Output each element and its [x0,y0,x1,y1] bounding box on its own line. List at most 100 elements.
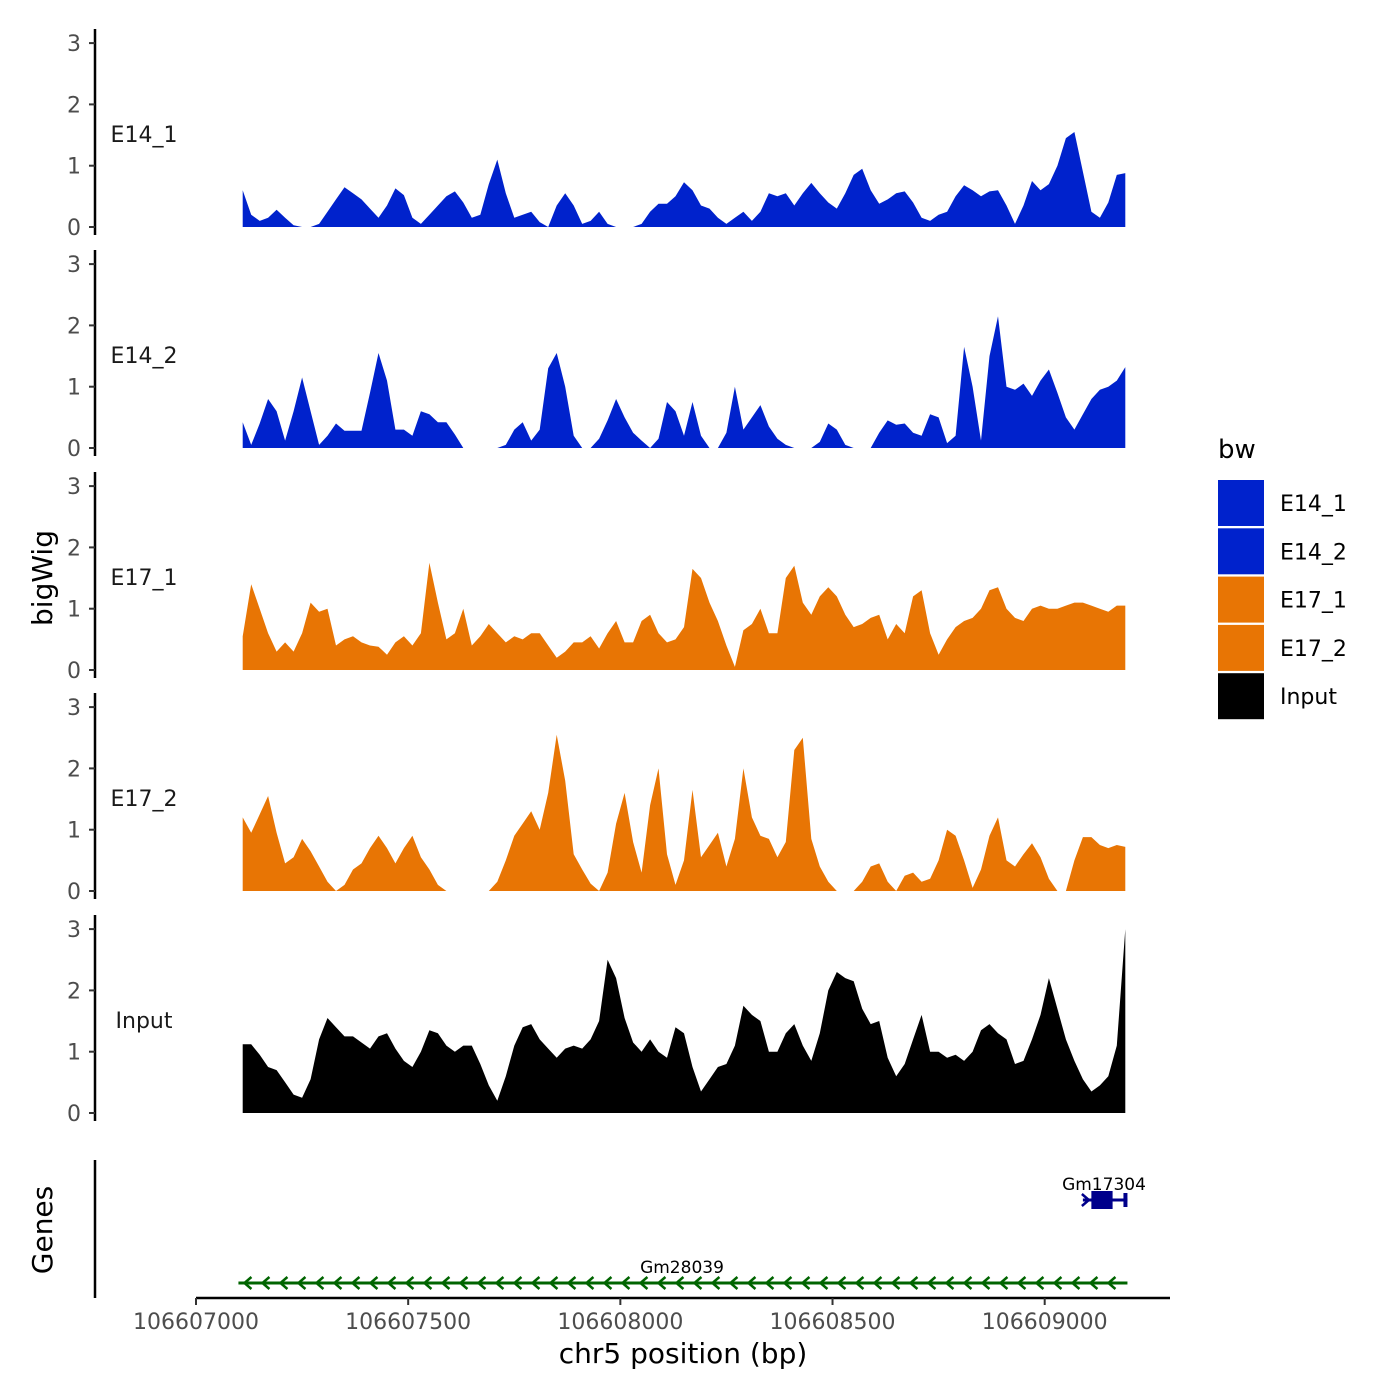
x-tick-label: 106607000 [133,1310,259,1335]
strand-arrow [566,1276,577,1290]
strand-arrow [404,1276,415,1290]
strand-arrow [1052,1276,1063,1290]
gene-gm17304: Gm17304 [1062,1175,1146,1209]
strand-arrow [980,1276,991,1290]
gene-exon-block [1091,1191,1113,1209]
strand-arrow [998,1276,1009,1290]
track-label: E14_2 [111,344,178,369]
strand-arrow [386,1276,397,1290]
y-tick-label: 2 [67,757,81,782]
y-tick-label: 1 [67,1041,81,1066]
strand-arrow [422,1276,433,1290]
track-label: E17_2 [111,787,178,812]
y-tick-label: 3 [67,696,81,721]
strand-arrow [512,1276,523,1290]
strand-arrow [260,1276,271,1290]
y-tick-label: 3 [67,253,81,278]
strand-arrow [800,1276,811,1290]
strand-arrow [494,1276,505,1290]
track-label: Input [116,1009,173,1034]
strand-arrow [314,1276,325,1290]
coverage-area-e14-1 [242,132,1126,227]
legend-label: E17_1 [1280,589,1347,614]
y-tick-label: 0 [67,659,81,684]
strand-arrow [854,1276,865,1290]
strand-arrow [350,1276,361,1290]
strand-arrow [440,1276,451,1290]
y-axis-title-genes: Genes [26,1186,59,1274]
legend: bw E14_1 E14_2 E17_1 E17_2 Input [1218,435,1347,720]
strand-arrow [872,1276,883,1290]
gene-exon-end [1123,1193,1128,1207]
y-tick-label: 2 [67,314,81,339]
y-tick-label: 2 [67,536,81,561]
strand-arrow [1034,1276,1045,1290]
strand-arrow [962,1276,973,1290]
y-tick-label: 0 [67,880,81,905]
track-e17-2: 0 1 2 3 E17_2 [67,693,1126,905]
y-tick-label: 1 [67,155,81,180]
y-axis-title-bigwig: bigWig [26,530,59,626]
legend-key-e17-2 [1218,624,1264,671]
strand-arrow [710,1276,721,1290]
gene-label: Gm17304 [1062,1175,1146,1195]
x-axis-title: chr5 position (bp) [559,1337,808,1370]
y-tick-label: 1 [67,819,81,844]
x-tick-label: 106607500 [345,1310,471,1335]
y-tick-label: 0 [67,437,81,462]
strand-arrow [692,1276,703,1290]
strand-arrow [746,1276,757,1290]
strand-arrow [584,1276,595,1290]
y-tick-label: 1 [67,376,81,401]
strand-arrow [836,1276,847,1290]
y-tick-label: 2 [67,93,81,118]
track-label: E17_1 [111,566,178,591]
strand-arrow [242,1276,253,1290]
y-tick-label: 3 [67,32,81,57]
legend-key-e14-1 [1218,480,1264,526]
x-tick-label: 106608500 [770,1310,896,1335]
strand-arrow [656,1276,667,1290]
coverage-area-e14-2 [242,316,1126,448]
strand-arrow [944,1276,955,1290]
strand-arrow [1088,1276,1099,1290]
strand-arrow [458,1276,469,1290]
y-tick-label: 3 [67,475,81,500]
strand-arrow [332,1276,343,1290]
strand-arrow [602,1276,613,1290]
strand-arrow [926,1276,937,1290]
strand-arrow [1016,1276,1027,1290]
bigwig-tracks: 0 1 2 3 E14_1 0 1 2 3 E14_2 0 1 2 3 E17_1 0 1 2 3 E17_2 0 1 2 3… [67,29,1126,1127]
legend-label: E14_1 [1280,492,1347,517]
strand-arrow [278,1276,289,1290]
legend-key-input [1218,673,1264,720]
coverage-area-e17-1 [242,562,1126,670]
y-tick-label: 0 [67,216,81,241]
coverage-area-e17-2 [242,734,1126,891]
strand-arrow [890,1276,901,1290]
strand-arrow [782,1276,793,1290]
strand-arrow [620,1276,631,1290]
strand-arrow [1106,1276,1117,1290]
strand-arrow [764,1276,775,1290]
track-e17-1: 0 1 2 3 E17_1 [67,472,1126,684]
strand-arrow [674,1276,685,1290]
strand-arrow [296,1276,307,1290]
legend-label: E14_2 [1280,540,1347,565]
strand-arrow [548,1276,559,1290]
legend-label: E17_2 [1280,637,1347,662]
track-label: E14_1 [111,123,178,148]
track-e14-1: 0 1 2 3 E14_1 [67,29,1126,241]
y-tick-label: 1 [67,598,81,623]
track-input: 0 1 2 3 Input [67,915,1126,1127]
strand-arrow [728,1276,739,1290]
strand-arrow [638,1276,649,1290]
x-tick-label: 106609000 [982,1310,1108,1335]
gene-gm28039: Gm28039 [238,1258,1128,1290]
genes-panel: Gm17304 Gm28039 [93,1160,1146,1298]
strand-arrow [818,1276,829,1290]
coverage-area-input [242,929,1126,1113]
x-axis: 106607000 106607500 106608000 106608500 1066… [133,1296,1170,1335]
legend-title: bw [1218,435,1256,465]
legend-key-e14-2 [1218,528,1264,575]
